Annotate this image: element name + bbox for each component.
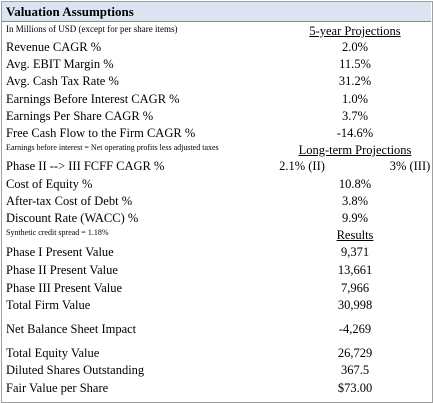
row-value: 9,371 [340, 245, 370, 259]
row-value: 3.8% [341, 194, 369, 208]
row-label: Revenue CAGR % [6, 40, 102, 54]
row-label: Avg. EBIT Margin % [6, 57, 114, 71]
row-value: 367.5 [340, 363, 370, 377]
row-label: Total Equity Value [6, 346, 100, 360]
row-value: $73.00 [337, 381, 373, 395]
subtitle: In Millions of USD (except for per share… [6, 24, 178, 34]
row-label: Earnings Per Share CAGR % [6, 109, 154, 123]
row-value: 2.0% [341, 40, 369, 54]
row-label: Phase II Present Value [6, 263, 118, 277]
row-label: Earnings Before Interest CAGR % [6, 92, 180, 106]
section-heading: Long-term Projections [298, 143, 412, 157]
section-heading: 5-year Projections [309, 24, 401, 38]
row-label: Avg. Cash Tax Rate % [6, 74, 119, 88]
row-value: 26,729 [337, 346, 373, 360]
row-value: -14.6% [336, 126, 374, 140]
note: Earnings before interest = Net operating… [6, 143, 219, 152]
note: Synthetic credit spread = 1.18% [6, 228, 109, 237]
row-label: Phase III Present Value [6, 281, 123, 295]
row-value: 2.1% (II) [279, 159, 325, 173]
row-value: 9.9% [341, 211, 369, 225]
row-value: -4,269 [338, 322, 372, 336]
row-label: Net Balance Sheet Impact [6, 322, 137, 336]
row-value: 1.0% [341, 92, 369, 106]
row-label: Cost of Equity % [6, 177, 93, 191]
row-label: Discount Rate (WACC) % [6, 211, 139, 225]
row-value: 3% (III) [389, 159, 431, 173]
title-bar [2, 2, 431, 22]
row-label: Phase II --> III FCFF CAGR % [6, 159, 165, 173]
row-label: Diluted Shares Outstanding [6, 363, 145, 377]
row-value: 7,966 [340, 281, 370, 295]
row-value: 30,998 [337, 298, 373, 312]
row-label: Total Firm Value [6, 298, 91, 312]
row-value: 10.8% [338, 177, 372, 191]
title: Valuation Assumptions [6, 4, 134, 19]
row-value: 11.5% [339, 57, 371, 71]
row-value: 31.2% [338, 74, 372, 88]
section-heading: Results [336, 228, 374, 242]
row-label: Fair Value per Share [6, 381, 109, 395]
row-label: After-tax Cost of Debt % [6, 194, 133, 208]
row-value: 13,661 [337, 263, 373, 277]
row-value: 3.7% [341, 109, 369, 123]
row-label: Free Cash Flow to the Firm CAGR % [6, 126, 196, 140]
row-label: Phase I Present Value [6, 245, 114, 259]
